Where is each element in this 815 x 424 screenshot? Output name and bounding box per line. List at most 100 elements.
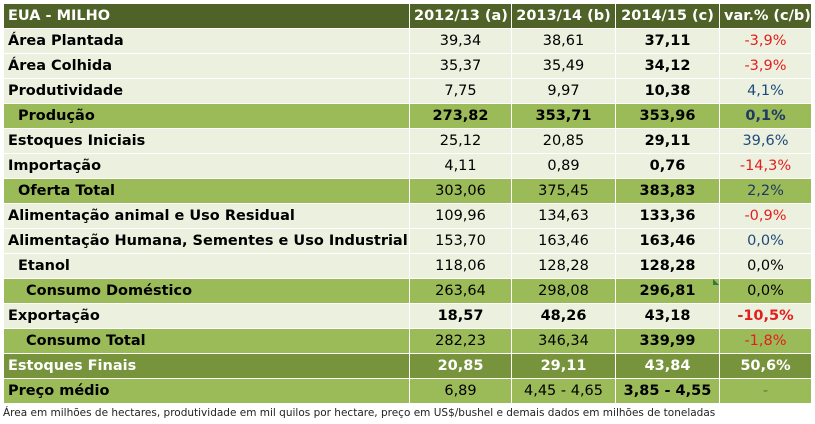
header-title: EUA - MILHO [3, 3, 410, 29]
row-label: Consumo Doméstico [3, 278, 410, 304]
header-2012-13: 2012/13 (a) [409, 3, 512, 29]
value-2013-14: 346,34 [511, 328, 616, 354]
value-2012-13: 282,23 [409, 328, 512, 354]
value-variation: 0,0% [719, 253, 812, 279]
row-label: Oferta Total [3, 178, 410, 204]
table-row-estoques-iniciais: Estoques Iniciais 25,12 20,85 29,11 39,6… [3, 128, 812, 154]
row-label: Produção [3, 103, 410, 129]
value-2013-14: 4,45 - 4,65 [511, 378, 616, 404]
table-row-alimentacao-humana: Alimentação Humana, Sementes e Uso Indus… [3, 228, 812, 254]
value-2014-15: 43,18 [615, 303, 720, 329]
table-row-producao: Produção 273,82 353,71 353,96 0,1% [3, 103, 812, 129]
value-2014-15: 353,96 [615, 103, 720, 129]
value-variation: 50,6% [719, 353, 812, 379]
corn-balance-table: EUA - MILHO 2012/13 (a) 2013/14 (b) 2014… [3, 3, 812, 404]
value-variation: 0,1% [719, 103, 812, 129]
row-label: Consumo Total [3, 328, 410, 354]
value-2014-15: 10,38 [615, 78, 720, 104]
value-2012-13: 153,70 [409, 228, 512, 254]
cell-comment-marker-icon [713, 279, 719, 285]
value-2012-13: 4,11 [409, 153, 512, 179]
value-2014-15: 37,11 [615, 28, 720, 54]
value-2013-14: 35,49 [511, 53, 616, 79]
table-footnote: Área em milhões de hectares, produtivida… [3, 407, 716, 419]
table-row-consumo-total: Consumo Total 282,23 346,34 339,99 -1,8% [3, 328, 812, 354]
row-label: Estoques Iniciais [3, 128, 410, 154]
value-2013-14: 375,45 [511, 178, 616, 204]
value-variation: -10,5% [719, 303, 812, 329]
row-label: Estoques Finais [3, 353, 410, 379]
table-row-exportacao: Exportação 18,57 48,26 43,18 -10,5% [3, 303, 812, 329]
value-variation: -3,9% [719, 53, 812, 79]
row-label: Exportação [3, 303, 410, 329]
value-2014-15: 0,76 [615, 153, 720, 179]
table-row-consumo-domestico: Consumo Doméstico 263,64 298,08 296,81 0… [3, 278, 812, 304]
row-label: Área Plantada [3, 28, 410, 54]
row-label: Produtividade [3, 78, 410, 104]
value-variation: - [719, 378, 812, 404]
value-2012-13: 25,12 [409, 128, 512, 154]
value-2012-13: 273,82 [409, 103, 512, 129]
header-2014-15: 2014/15 (c) [615, 3, 720, 29]
row-label: Alimentação Humana, Sementes e Uso Indus… [3, 228, 410, 254]
value-2012-13: 263,64 [409, 278, 512, 304]
row-label: Alimentação animal e Uso Residual [3, 203, 410, 229]
value-2014-15: 29,11 [615, 128, 720, 154]
table-row-alimentacao-animal: Alimentação animal e Uso Residual 109,96… [3, 203, 812, 229]
value-2012-13: 20,85 [409, 353, 512, 379]
value-2014-15: 383,83 [615, 178, 720, 204]
value-2012-13: 109,96 [409, 203, 512, 229]
value-2013-14: 48,26 [511, 303, 616, 329]
value-2013-14: 163,46 [511, 228, 616, 254]
value-2014-15-text: 296,81 [639, 283, 696, 299]
value-2013-14: 128,28 [511, 253, 616, 279]
value-2013-14: 29,11 [511, 353, 616, 379]
value-2012-13: 118,06 [409, 253, 512, 279]
value-2014-15: 34,12 [615, 53, 720, 79]
table-row-importacao: Importação 4,11 0,89 0,76 -14,3% [3, 153, 812, 179]
value-2013-14: 9,97 [511, 78, 616, 104]
value-2014-15: 163,46 [615, 228, 720, 254]
value-2014-15: 3,85 - 4,55 [615, 378, 720, 404]
row-label: Área Colhida [3, 53, 410, 79]
value-variation: 0,0% [719, 228, 812, 254]
value-2012-13: 39,34 [409, 28, 512, 54]
table-row-produtividade: Produtividade 7,75 9,97 10,38 4,1% [3, 78, 812, 104]
value-2012-13: 6,89 [409, 378, 512, 404]
value-2013-14: 298,08 [511, 278, 616, 304]
value-variation: -3,9% [719, 28, 812, 54]
header-2013-14: 2013/14 (b) [511, 3, 616, 29]
value-2014-15: 296,81 [615, 278, 720, 304]
value-2012-13: 35,37 [409, 53, 512, 79]
table-header-row: EUA - MILHO 2012/13 (a) 2013/14 (b) 2014… [3, 3, 812, 29]
value-variation: 39,6% [719, 128, 812, 154]
value-2012-13: 18,57 [409, 303, 512, 329]
row-label: Etanol [3, 253, 410, 279]
table-row-etanol: Etanol 118,06 128,28 128,28 0,0% [3, 253, 812, 279]
table-row-estoques-finais: Estoques Finais 20,85 29,11 43,84 50,6% [3, 353, 812, 379]
value-2013-14: 20,85 [511, 128, 616, 154]
value-2014-15: 339,99 [615, 328, 720, 354]
value-2013-14: 353,71 [511, 103, 616, 129]
value-2013-14: 0,89 [511, 153, 616, 179]
table-row-oferta-total: Oferta Total 303,06 375,45 383,83 2,2% [3, 178, 812, 204]
corn-balance-table-container: EUA - MILHO 2012/13 (a) 2013/14 (b) 2014… [3, 3, 812, 404]
value-2013-14: 134,63 [511, 203, 616, 229]
row-label: Importação [3, 153, 410, 179]
value-variation: -0,9% [719, 203, 812, 229]
row-label: Preço médio [3, 378, 410, 404]
value-2012-13: 303,06 [409, 178, 512, 204]
value-variation: 4,1% [719, 78, 812, 104]
value-variation: 2,2% [719, 178, 812, 204]
value-2014-15: 133,36 [615, 203, 720, 229]
value-2012-13: 7,75 [409, 78, 512, 104]
value-variation: 0,0% [719, 278, 812, 304]
table-row-area-colhida: Área Colhida 35,37 35,49 34,12 -3,9% [3, 53, 812, 79]
value-2014-15: 128,28 [615, 253, 720, 279]
value-variation: -14,3% [719, 153, 812, 179]
value-2013-14: 38,61 [511, 28, 616, 54]
value-2014-15: 43,84 [615, 353, 720, 379]
table-row-preco-medio: Preço médio 6,89 4,45 - 4,65 3,85 - 4,55… [3, 378, 812, 404]
value-variation: -1,8% [719, 328, 812, 354]
header-variation: var.% (c/b) [719, 3, 812, 29]
